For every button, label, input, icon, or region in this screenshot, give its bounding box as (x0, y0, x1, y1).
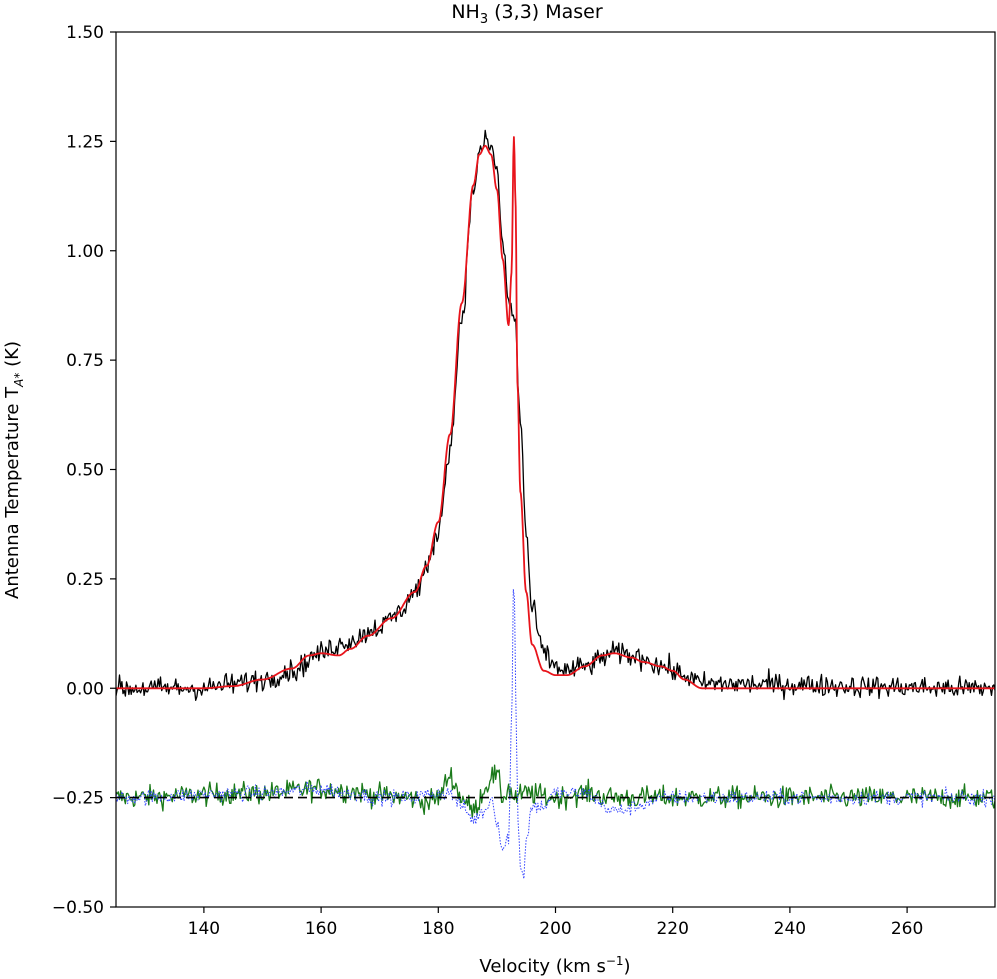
x-tick-label: 140 (188, 919, 220, 939)
y-tick-label: 0.50 (66, 461, 104, 481)
y-tick-label: 1.50 (66, 23, 104, 43)
series-residual (116, 764, 995, 819)
y-axis: −0.50 −0.25 0.00 0.25 0.50 0.75 1.00 1.25 1.50 (52, 23, 116, 918)
y-tick-label: 1.25 (66, 132, 104, 152)
x-tick-label: 180 (422, 919, 454, 939)
y-tick-label: 0.25 (66, 570, 104, 590)
y-tick-label: 1.00 (66, 242, 104, 262)
x-tick-label: 220 (656, 919, 688, 939)
chart-title: NH3 (3,3) Maser (451, 1, 603, 27)
series-maser-component (116, 589, 995, 880)
x-axis-label: Velocity (km s−1) (479, 954, 630, 977)
x-tick-label: 240 (774, 919, 806, 939)
series-model (116, 136, 995, 690)
plot-frame (115, 31, 996, 908)
y-tick-label: 0.00 (66, 679, 104, 699)
y-tick-label: 0.75 (66, 351, 104, 371)
x-tick-label: 260 (891, 919, 923, 939)
series-layer (116, 129, 995, 880)
y-axis-label: Antenna Temperature TA* (K) (2, 341, 26, 599)
series-data (116, 129, 995, 701)
y-tick-label: −0.25 (52, 789, 104, 809)
x-tick-label: 200 (539, 919, 571, 939)
y-tick-label: −0.50 (52, 898, 104, 918)
x-tick-label: 160 (305, 919, 337, 939)
x-axis: 140 160 180 200 220 240 260 (188, 907, 923, 939)
